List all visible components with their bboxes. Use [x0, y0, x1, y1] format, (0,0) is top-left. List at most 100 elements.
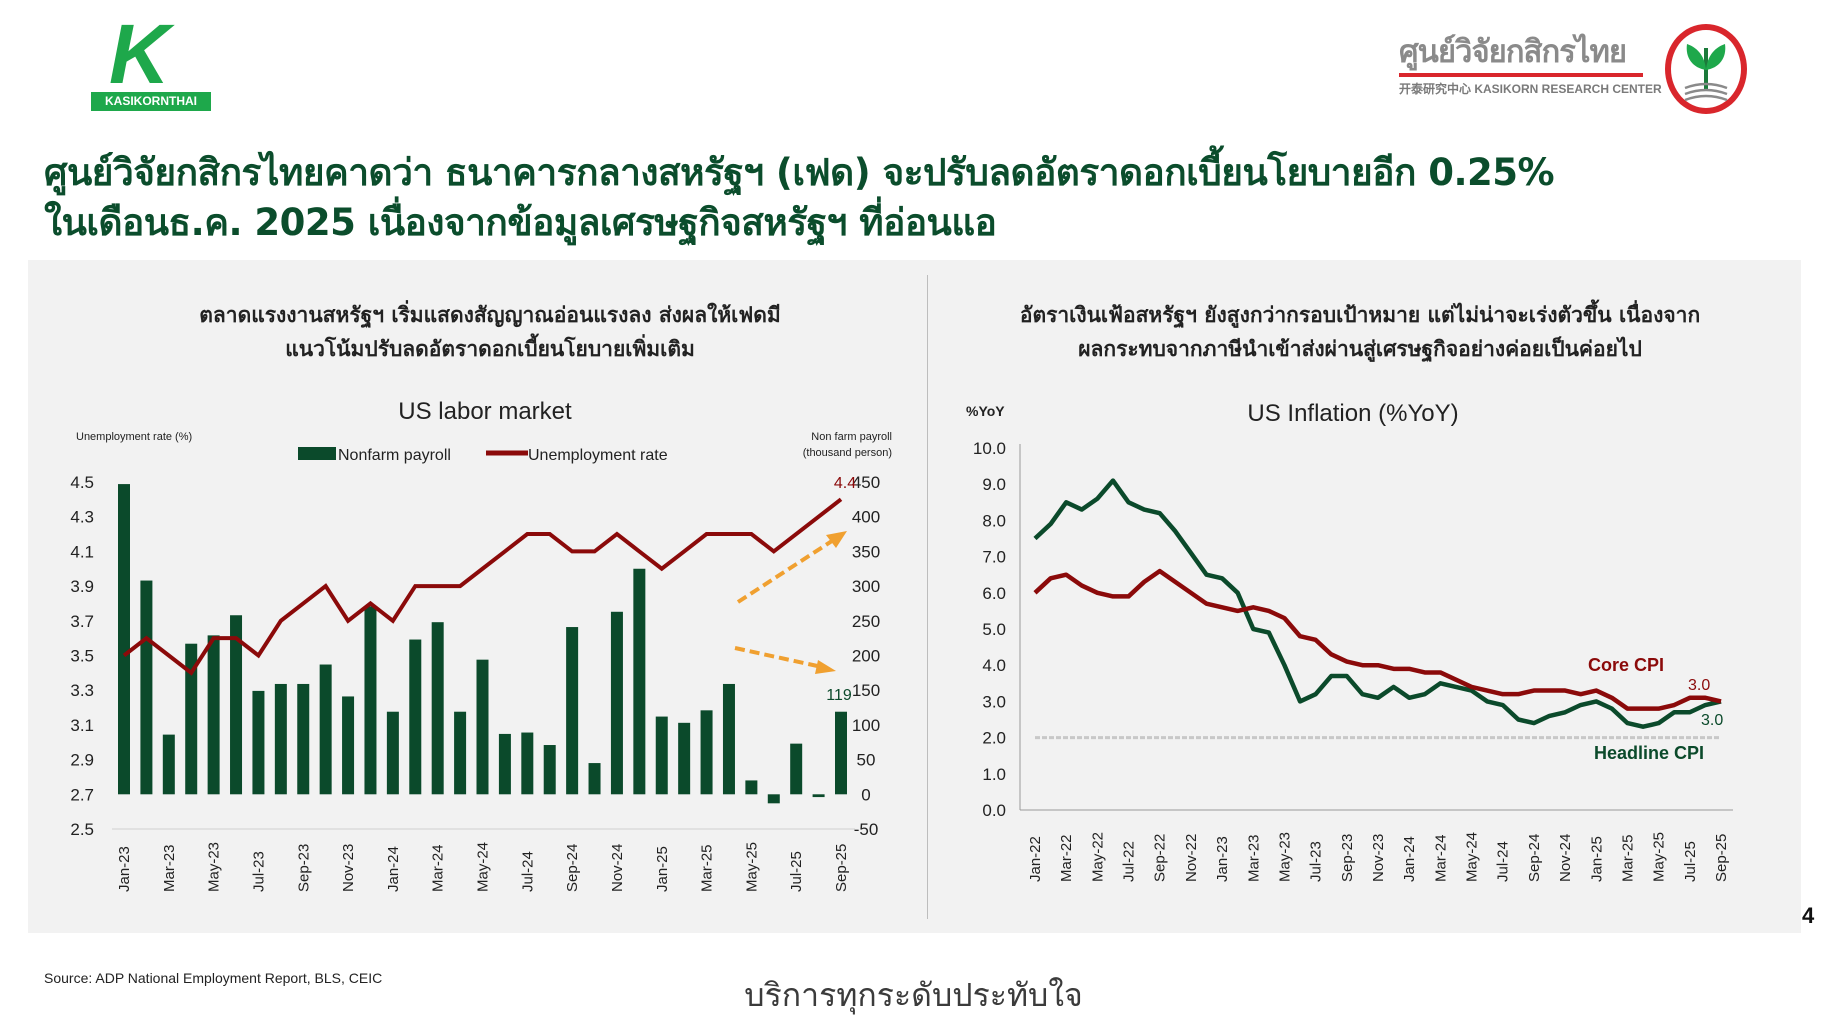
x-axis-tick: May-24 [1464, 832, 1481, 882]
payroll-bar [162, 734, 175, 795]
x-axis-tick: Jan-23 [1214, 836, 1231, 882]
inflation-axis-tick: 5.0 [982, 620, 1006, 639]
unemployment-line [122, 497, 843, 676]
x-axis-tick: Sep-24 [1526, 834, 1543, 882]
x-axis-tick: Jul-25 [788, 851, 805, 892]
left-axis-tick: 4.5 [70, 473, 94, 492]
x-axis-tick: Nov-24 [1557, 834, 1574, 882]
right-axis-tick: 0 [861, 785, 870, 804]
x-axis-tick: May-23 [1276, 832, 1293, 882]
falling-trend-arrow [734, 646, 823, 669]
x-axis-tick: Sep-23 [295, 844, 312, 892]
headline-cpi-last-value: 3.0 [1701, 712, 1723, 729]
payroll-bar [274, 683, 287, 795]
page-title-line1: ศูนย์วิจัยกสิกรไทยคาดว่า ธนาคารกลางสหรัฐ… [44, 151, 1555, 194]
x-axis-tick: May-24 [475, 842, 492, 892]
x-axis-tick: May-23 [206, 842, 223, 892]
x-axis-tick: May-22 [1089, 832, 1106, 882]
right-axis-tick: 100 [852, 716, 880, 735]
unemployment-last-label: 4.4 [834, 475, 856, 492]
right-axis-tick: 150 [852, 681, 880, 700]
inflation-axis-tick: 4.0 [982, 656, 1006, 675]
left-axis-tick: 2.7 [70, 785, 94, 804]
labor-summary-line1: ตลาดแรงงานสหรัฐฯ เริ่มแสดงสัญญาณอ่อนแรงล… [199, 303, 781, 327]
page-title: ศูนย์วิจัยกสิกรไทยคาดว่า ธนาคารกลางสหรัฐ… [44, 148, 1555, 248]
x-axis-tick: Mar-25 [699, 844, 716, 892]
payroll-bar [140, 580, 153, 795]
slogan: บริการทุกระดับประทับใจ [744, 976, 1083, 1014]
inflation-summary-line2: ผลกระทบจากภาษีนำเข้าส่งผ่านสู่เศรษฐกิจอย… [1078, 337, 1642, 361]
payroll-bar [700, 710, 713, 795]
kasikornthai-wordmark: KASIKORNTHAI [91, 92, 211, 111]
content-panel [28, 260, 1801, 933]
payroll-bar [543, 745, 556, 795]
core-cpi-label: Core CPI [1588, 655, 1664, 675]
x-axis-tick: Jul-24 [1495, 841, 1512, 882]
legend-label-payroll: Nonfarm payroll [338, 447, 451, 464]
payroll-bar [655, 716, 668, 795]
payroll-bar [835, 711, 847, 795]
x-axis-tick: Jan-25 [1588, 836, 1605, 882]
inflation-axis-tick: 9.0 [982, 475, 1006, 494]
payroll-bar [678, 722, 691, 795]
falling-arrow-head-icon [815, 660, 836, 674]
x-axis-tick: Mar-23 [1245, 834, 1262, 882]
x-axis-tick: Jan-22 [1027, 836, 1044, 882]
rising-arrow-head-icon [826, 531, 847, 548]
inflation-summary-line1: อัตราเงินเฟ้อสหรัฐฯ ยังสูงกว่ากรอบเป้าหม… [1019, 303, 1701, 327]
right-axis-tick: -50 [854, 820, 879, 839]
x-axis-tick: Mar-23 [161, 844, 178, 892]
x-axis-tick: Mar-22 [1058, 834, 1075, 882]
inflation-axis-label: %YoY [966, 403, 1005, 419]
x-axis-tick: Sep-22 [1152, 834, 1169, 882]
left-axis-tick: 2.9 [70, 751, 94, 770]
right-axis-tick: 400 [852, 508, 880, 527]
left-axis-tick: 3.5 [70, 647, 94, 666]
inflation-summary: อัตราเงินเฟ้อสหรัฐฯ ยังสูงกว่ากรอบเป้าหม… [930, 298, 1790, 366]
right-axis-tick: 450 [852, 473, 880, 492]
krc-red-rule [1399, 73, 1643, 77]
inflation-axis-tick: 2.0 [982, 729, 1006, 748]
x-axis-tick: Nov-22 [1183, 834, 1200, 882]
kbank-seal-icon [1665, 24, 1747, 114]
payroll-bar [745, 780, 758, 795]
x-axis-tick: Jul-25 [1682, 841, 1699, 882]
inflation-chart-title: US Inflation (%YoY) [1247, 400, 1458, 427]
inflation-axis-tick: 6.0 [982, 584, 1006, 603]
page-title-line2: ในเดือนธ.ค. 2025 เนื่องจากข้อมูลเศรษฐกิจ… [44, 201, 997, 244]
payroll-bar [610, 611, 623, 795]
payroll-bar [521, 732, 534, 795]
kasikornthai-logo: K KASIKORNTHAI [91, 7, 213, 112]
x-axis-tick: Mar-24 [1432, 834, 1449, 882]
inflation-axis-tick: 8.0 [982, 511, 1006, 530]
payroll-bar [633, 568, 646, 795]
kasikorn-research-center-logo: ศูนย์วิจัยกสิกรไทย 开泰研究中心 KASIKORN RESEA… [1399, 22, 1749, 114]
payroll-bar [767, 794, 780, 804]
left-axis-tick: 3.9 [70, 577, 94, 596]
x-axis-tick: May-25 [743, 842, 760, 892]
legend-label-unemployment: Unemployment rate [528, 447, 668, 464]
left-axis-tick: 3.7 [70, 612, 94, 631]
x-axis-tick: Jul-24 [519, 851, 536, 892]
payroll-bar [342, 696, 355, 795]
core-cpi-line [1033, 568, 1722, 711]
krc-thai-name: ศูนย์วิจัยกสิกรไทย [1399, 34, 1627, 70]
inflation-axis-tick: 7.0 [982, 548, 1006, 567]
payroll-bar [812, 794, 825, 798]
payroll-bar [118, 484, 130, 795]
x-axis-tick: Jan-24 [385, 846, 402, 892]
x-axis-tick: May-25 [1651, 832, 1668, 882]
right-axis-label: Non farm payroll [811, 431, 892, 443]
left-axis-tick: 2.5 [70, 820, 94, 839]
panel-divider [927, 275, 928, 919]
labor-summary-line2: แนวโน้มปรับลดอัตราดอกเบี้ยนโยบายเพิ่มเติ… [285, 337, 695, 361]
payroll-bar [409, 639, 422, 795]
inflation-axis-tick: 10.0 [973, 439, 1006, 458]
x-axis-tick: Mar-24 [430, 844, 447, 892]
payroll-bar [386, 711, 399, 795]
payroll-bar [319, 664, 332, 795]
left-axis-tick: 3.3 [70, 681, 94, 700]
x-axis-tick: Sep-23 [1339, 834, 1356, 882]
payroll-bar [431, 622, 444, 795]
k-logo-mark: K [109, 7, 170, 101]
